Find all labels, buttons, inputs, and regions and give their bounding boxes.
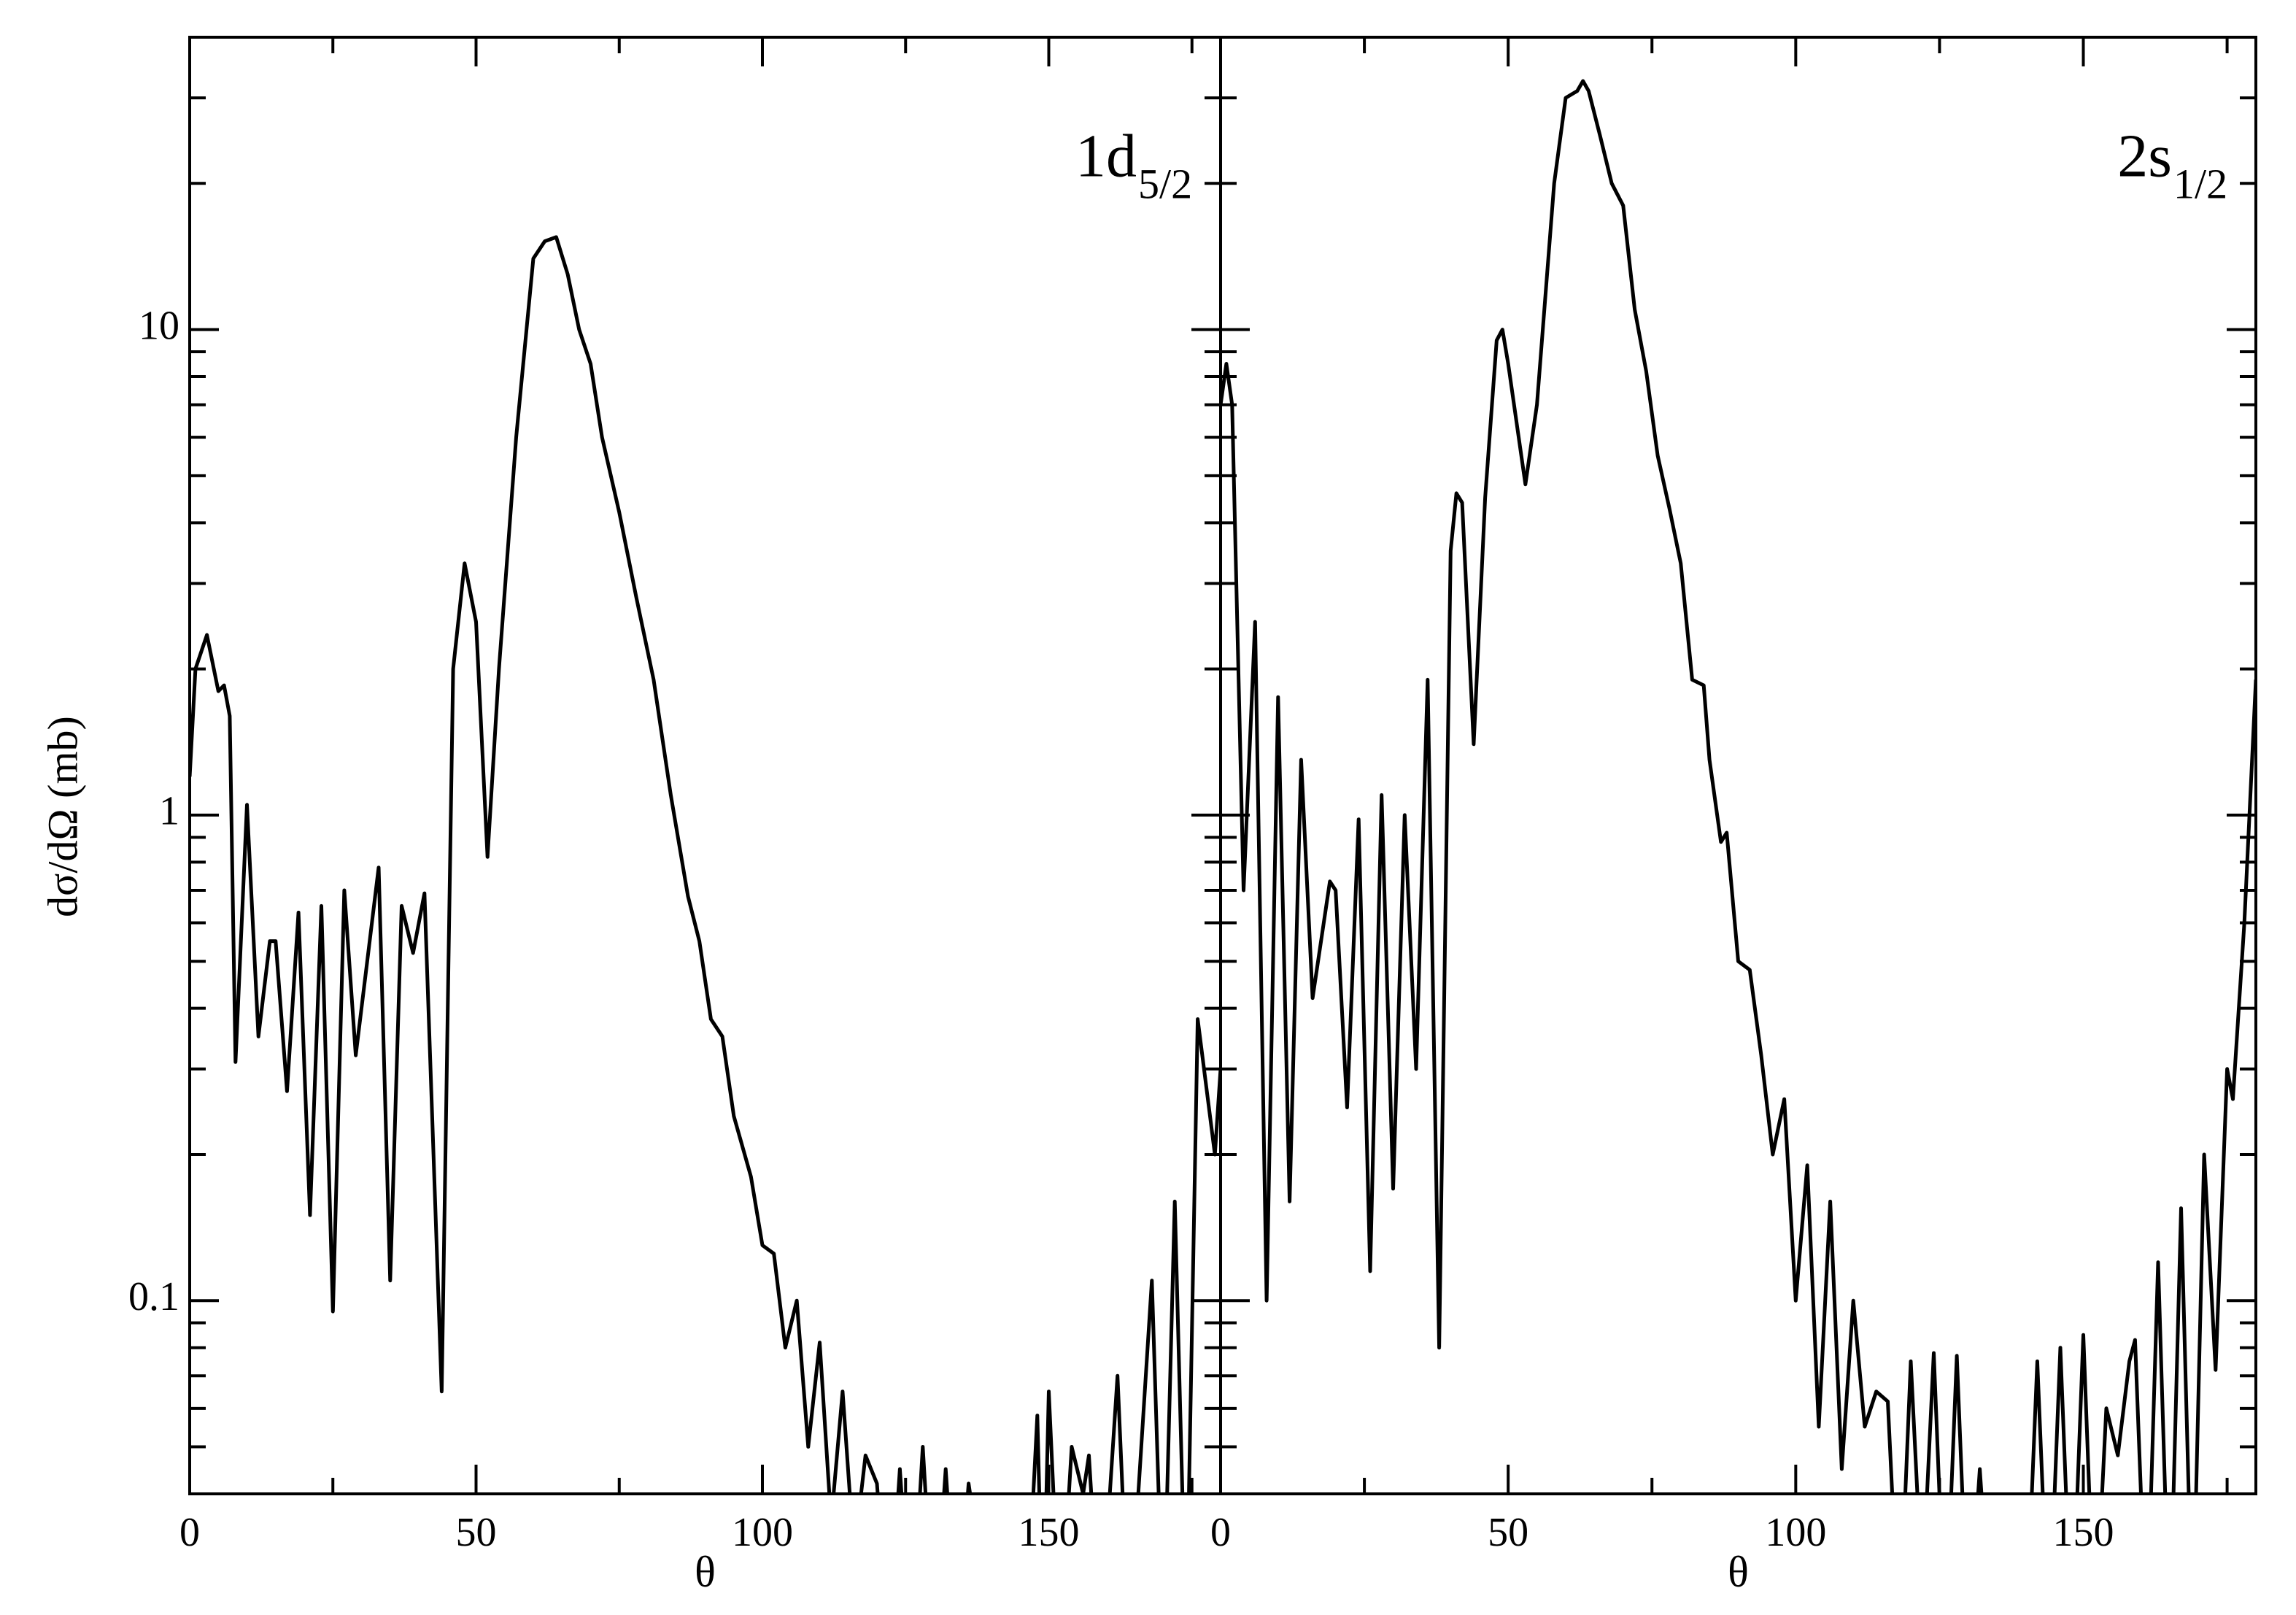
- x-tick-label: 150: [1018, 1510, 1080, 1555]
- x-tick-label: 0: [1210, 1510, 1231, 1555]
- panel-label-subscript: 1/2: [2173, 160, 2227, 207]
- curve: [1221, 79, 2256, 1494]
- panel-label-subscript: 5/2: [1138, 160, 1192, 207]
- x-axis-label: θ: [1728, 1548, 1749, 1596]
- x-tick-label: 100: [732, 1510, 793, 1555]
- y-tick-label: 10: [139, 303, 179, 348]
- panel-label: 1d: [1075, 122, 1137, 190]
- x-tick-label: 50: [456, 1510, 497, 1555]
- x-tick-label: 100: [1765, 1510, 1826, 1555]
- x-tick-label: 0: [179, 1510, 200, 1555]
- y-axis-label: dσ/dΩ (mb): [39, 716, 86, 917]
- x-axis-label: θ: [695, 1548, 716, 1596]
- x-tick-label: 50: [1488, 1510, 1528, 1555]
- x-tick-label: 150: [2053, 1510, 2114, 1555]
- y-tick-label: 0.1: [128, 1274, 179, 1319]
- frame: [1219, 36, 2257, 1495]
- y-tick-label: 1: [159, 789, 179, 834]
- panel-label: 2s: [2117, 122, 2172, 190]
- curve: [190, 235, 1221, 1494]
